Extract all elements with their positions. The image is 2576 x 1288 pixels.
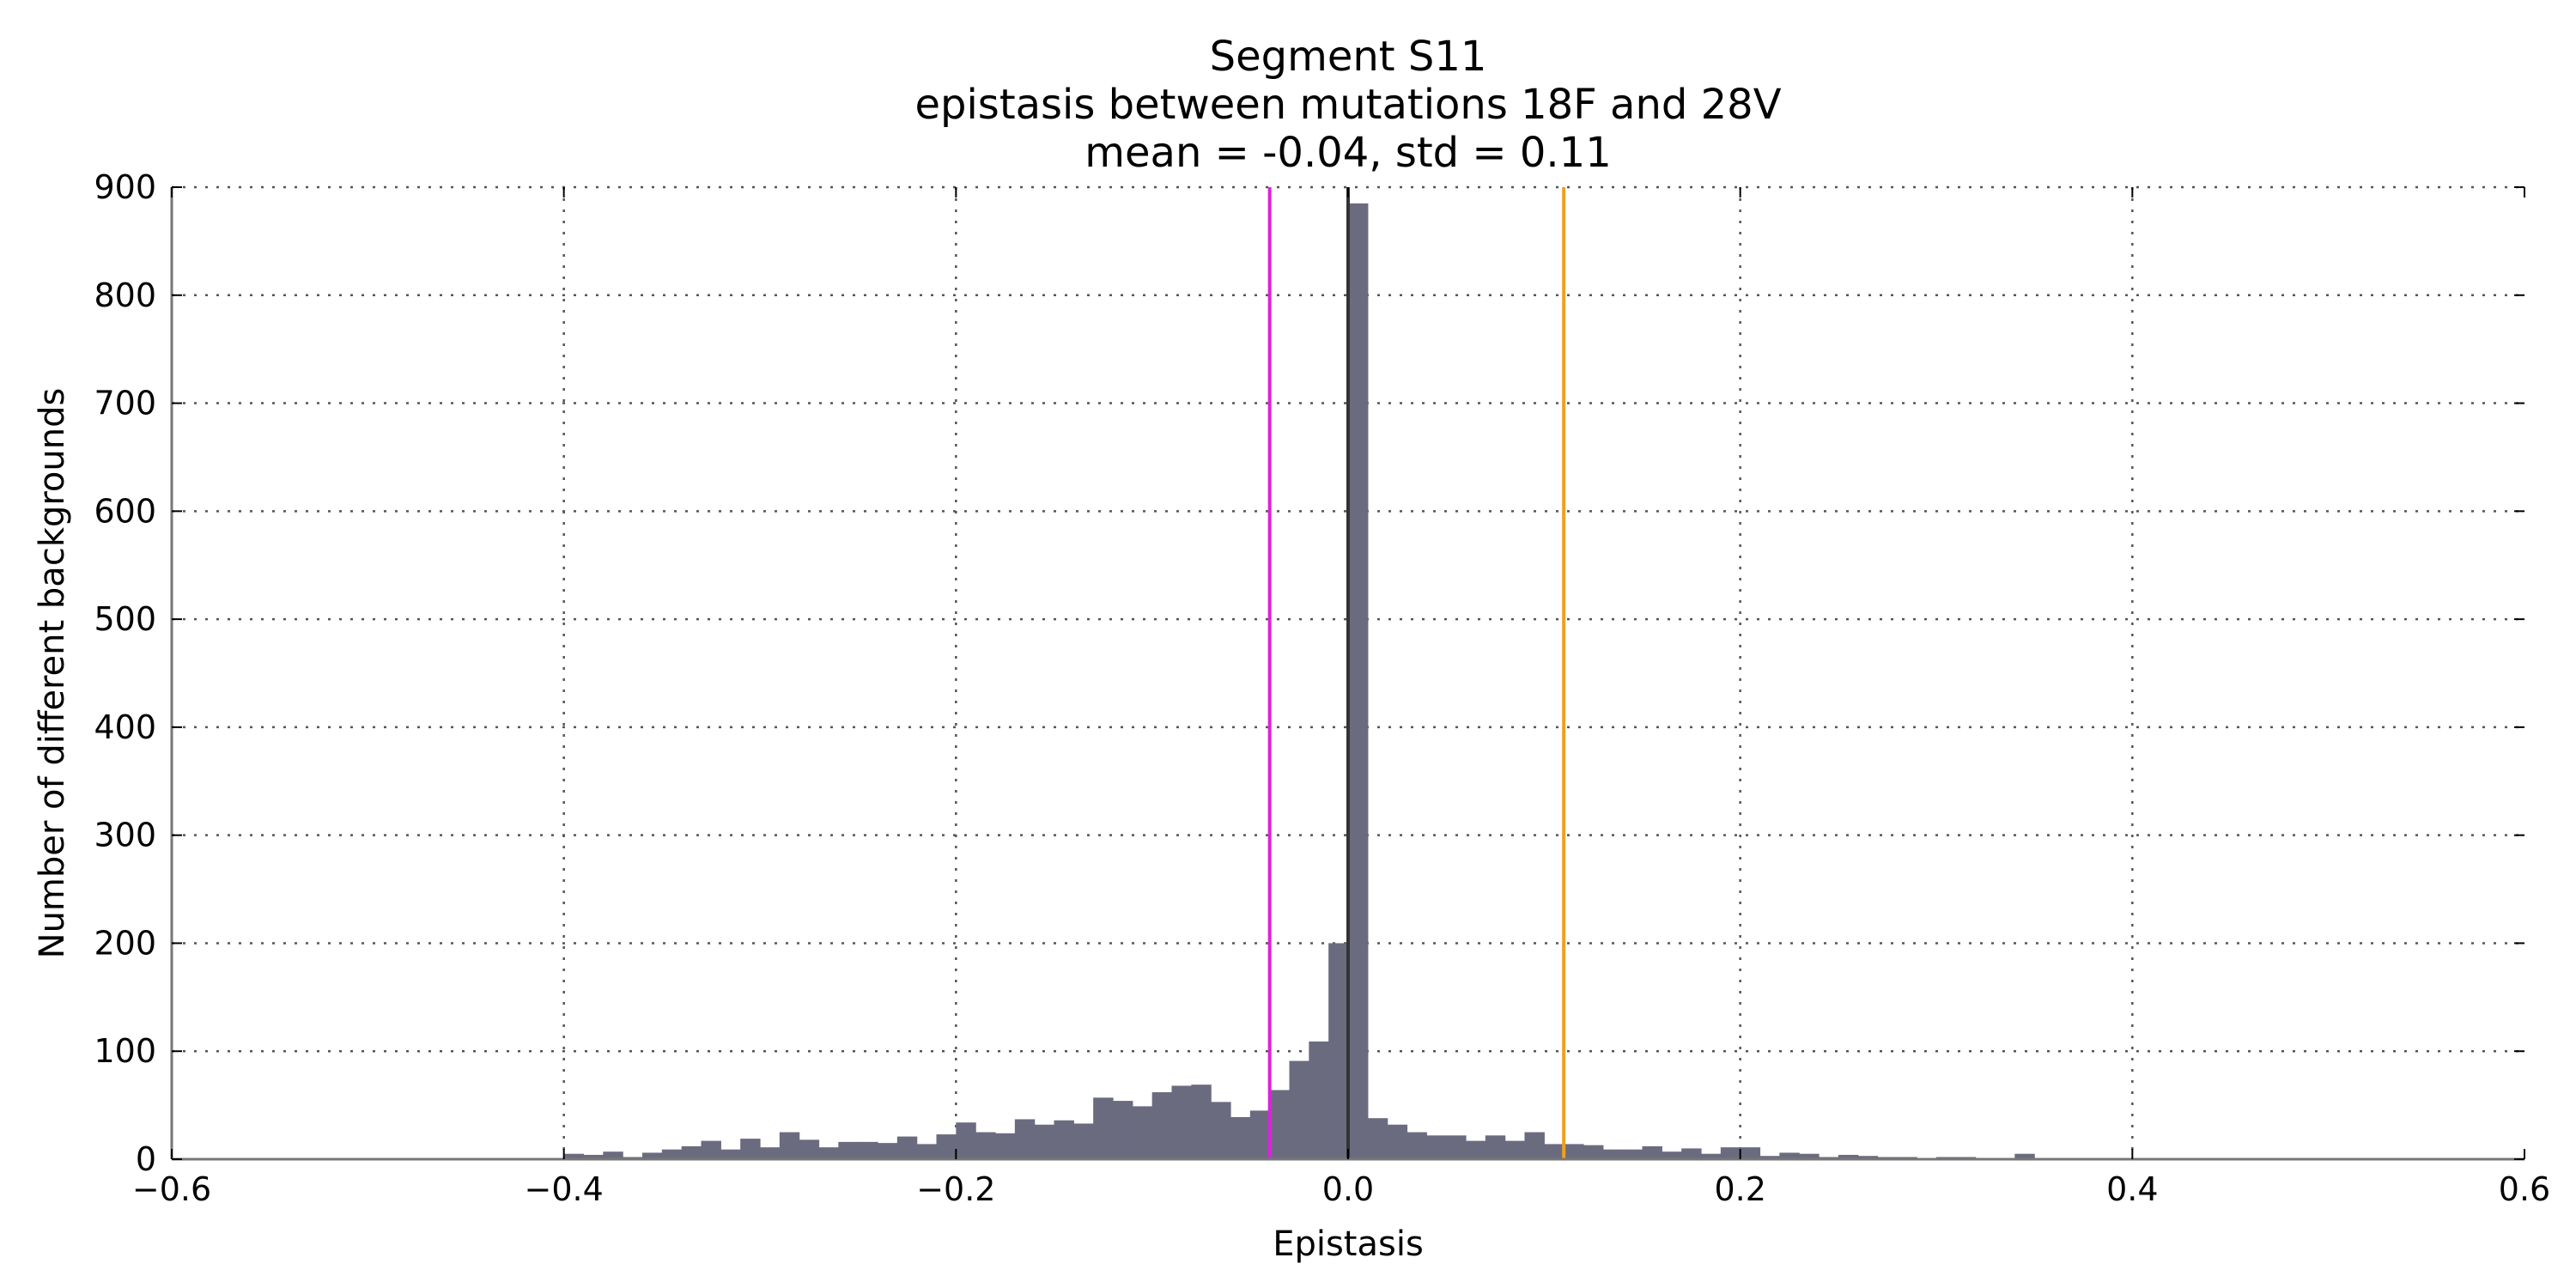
histogram-bar [878, 1143, 898, 1159]
y-axis-ticks: 0 100 200 300 400 500 600 700 800 900 [94, 168, 2524, 1178]
histogram-bar [563, 1153, 585, 1159]
histogram-bar [1544, 1144, 1564, 1159]
y-tick-label: 0 [136, 1140, 156, 1178]
histogram-bar [1289, 1060, 1309, 1159]
histogram-bar [1642, 1145, 1662, 1159]
histogram-bar [1348, 203, 1369, 1159]
histogram-bar [1054, 1120, 1074, 1159]
histogram-bar [1524, 1132, 1545, 1159]
histogram-bars [172, 203, 2525, 1159]
title-line-1: Segment S11 [1210, 33, 1487, 81]
histogram-bar [1446, 1135, 1467, 1159]
histogram-bar [838, 1141, 859, 1159]
histogram-bar [1073, 1123, 1094, 1159]
histogram-bar [858, 1141, 878, 1159]
histogram-bar [1485, 1135, 1506, 1159]
y-axis-label: Number of different backgrounds [33, 388, 72, 959]
reference-lines [1267, 187, 1566, 1159]
chart-title: Segment S11 epistasis between mutations … [914, 33, 1781, 177]
histogram-bar [995, 1133, 1016, 1159]
histogram-bar [1701, 1153, 1722, 1159]
histogram-bar [1387, 1124, 1408, 1159]
histogram-bar [720, 1149, 741, 1159]
y-tick-label: 400 [94, 708, 156, 746]
histogram-bar [956, 1122, 976, 1159]
x-axis-ticks: −0.6 −0.4 −0.2 0.0 0.2 0.4 0.6 [132, 187, 2550, 1208]
histogram-bar [896, 1136, 918, 1159]
histogram-bar [1132, 1106, 1153, 1159]
x-tick-label: 0.2 [1714, 1170, 1765, 1208]
histogram-bar [1602, 1149, 1624, 1159]
histogram-bar [1622, 1149, 1643, 1159]
histogram-bar [1034, 1124, 1055, 1159]
histogram-bar [1171, 1085, 1192, 1159]
histogram-bar [1328, 943, 1349, 1159]
histogram-bar [1740, 1147, 1761, 1159]
title-line-3: mean = -0.04, std = 0.11 [1084, 129, 1611, 177]
histogram-bar [818, 1147, 839, 1159]
title-line-2: epistasis between mutations 18F and 28V [914, 81, 1781, 129]
x-tick-label: 0.0 [1322, 1170, 1374, 1208]
x-tick-label: −0.6 [132, 1170, 211, 1208]
y-tick-label: 300 [94, 817, 156, 854]
histogram-bar [936, 1134, 957, 1159]
histogram-bar [603, 1151, 623, 1159]
y-tick-label: 700 [94, 385, 156, 422]
x-tick-label: 0.4 [2106, 1170, 2158, 1208]
histogram-bar [1191, 1084, 1212, 1159]
histogram-bar [740, 1139, 761, 1159]
histogram-bar [799, 1139, 820, 1159]
y-tick-label: 600 [94, 492, 156, 530]
y-tick-label: 900 [94, 168, 156, 206]
x-tick-label: −0.4 [525, 1170, 604, 1208]
histogram-bar [681, 1145, 702, 1159]
histogram-bar [1799, 1153, 1820, 1159]
histogram-bar [1211, 1102, 1231, 1159]
histogram-bar [1406, 1132, 1427, 1159]
histogram-bar [661, 1149, 683, 1159]
histogram-bar [1504, 1140, 1526, 1159]
histogram-bar [1230, 1116, 1251, 1159]
histogram-bar [1564, 1144, 1584, 1159]
histogram-bar [1759, 1156, 1780, 1159]
histogram-bar [1093, 1097, 1114, 1159]
histogram-bar [1309, 1041, 1329, 1159]
histogram-bar [1113, 1101, 1133, 1159]
histogram-bar [1583, 1145, 1604, 1159]
histogram-bar [1838, 1154, 1859, 1159]
histogram-bar [1249, 1110, 1271, 1159]
histogram-bar [642, 1152, 663, 1159]
histogram-bar [583, 1154, 604, 1159]
histogram-bar [1720, 1147, 1741, 1159]
histogram-bar [1269, 1090, 1291, 1159]
y-tick-label: 200 [94, 924, 156, 962]
y-tick-label: 800 [94, 276, 156, 314]
histogram-bar [779, 1132, 800, 1159]
x-axis-label: Epistasis [1273, 1224, 1424, 1264]
y-tick-label: 100 [94, 1032, 156, 1070]
histogram-bar [975, 1132, 996, 1159]
histogram-bar [760, 1147, 781, 1159]
histogram-bar [916, 1144, 938, 1159]
histogram-bar [2014, 1153, 2035, 1159]
histogram-bar [1151, 1092, 1173, 1159]
histogram-bar [1367, 1118, 1388, 1159]
histogram-bar [701, 1140, 721, 1159]
histogram-bar [1426, 1135, 1447, 1159]
x-tick-label: 0.6 [2499, 1170, 2550, 1208]
histogram-bar [1857, 1156, 1879, 1159]
histogram-bar [1466, 1140, 1486, 1159]
x-tick-label: −0.2 [916, 1170, 995, 1208]
histogram-bar [1014, 1119, 1036, 1159]
y-tick-label: 500 [94, 600, 156, 638]
histogram-bar [1779, 1152, 1800, 1159]
histogram-bar [1662, 1151, 1682, 1159]
histogram-bar [1681, 1148, 1702, 1159]
